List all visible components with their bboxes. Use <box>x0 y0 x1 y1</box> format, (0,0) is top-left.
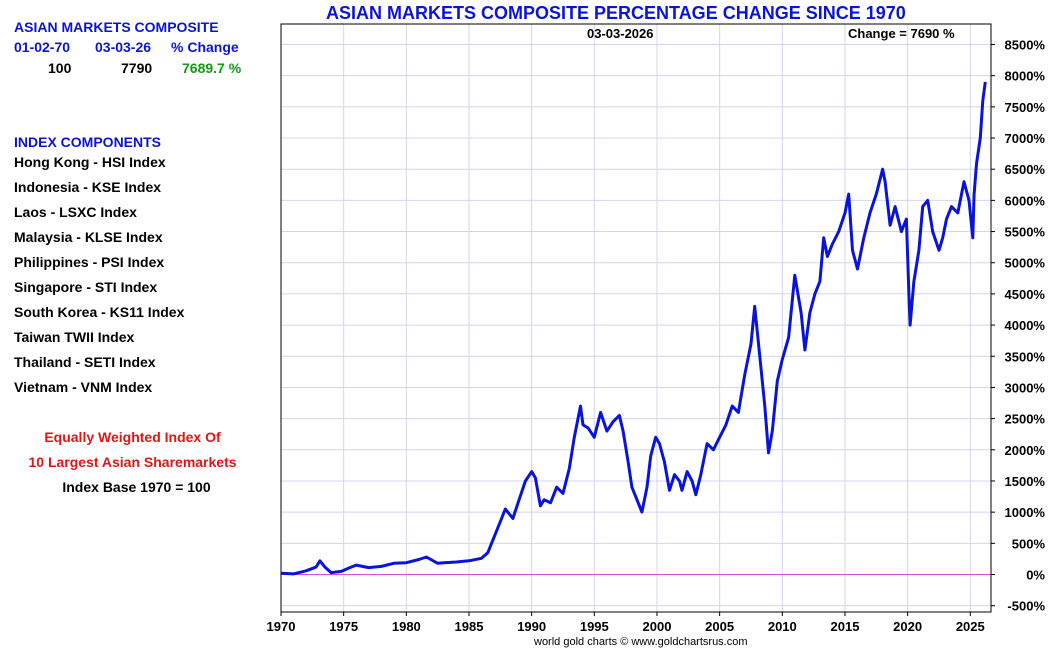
note-line-2: 10 Largest Asian Sharemarkets <box>28 454 237 470</box>
y-tick-label: 8000% <box>1005 69 1046 84</box>
x-tick-label: 1990 <box>517 619 546 634</box>
components-heading: INDEX COMPONENTS <box>14 134 162 150</box>
y-tick-label: 6000% <box>1005 193 1046 208</box>
component-item: Singapore - STI Index <box>14 279 158 295</box>
y-tick-label: 7000% <box>1005 131 1046 146</box>
plot-header-date: 03-03-2026 <box>587 26 654 41</box>
y-tick-label: 1500% <box>1005 474 1046 489</box>
y-tick-label: 4000% <box>1005 318 1046 333</box>
plot-header-change: Change = 7690 % <box>848 26 955 41</box>
component-item: Indonesia - KSE Index <box>14 179 162 195</box>
x-tick-label: 2000 <box>643 619 672 634</box>
component-item: Hong Kong - HSI Index <box>14 154 166 170</box>
summary-start-date: 01-02-70 <box>14 39 71 55</box>
plot-frame <box>280 23 992 613</box>
x-tick-label: 1975 <box>329 619 358 634</box>
component-item: Vietnam - VNM Index <box>14 379 153 395</box>
summary-end-value: 7790 <box>121 60 153 76</box>
note-line-1: Equally Weighted Index Of <box>44 429 221 445</box>
summary-change-header: % Change <box>171 39 239 55</box>
component-item: Laos - LSXC Index <box>14 204 137 220</box>
y-tick-label: 0% <box>1026 568 1045 583</box>
x-tick-label: 2015 <box>831 619 860 634</box>
chart-title: ASIAN MARKETS COMPOSITE PERCENTAGE CHANG… <box>326 3 906 23</box>
y-tick-label: 1000% <box>1005 505 1046 520</box>
y-tick-label: 5500% <box>1005 225 1046 240</box>
x-tick-label: 2025 <box>956 619 985 634</box>
x-tick-label: 1995 <box>580 619 609 634</box>
axis-ticks: 1970 1975 1980 1985 1990 1995 2000 2005 2010 2015… <box>267 38 1046 635</box>
x-tick-label: 2005 <box>705 619 734 634</box>
summary-heading: ASIAN MARKETS COMPOSITE <box>14 19 219 35</box>
y-tick-label: 2000% <box>1005 443 1046 458</box>
series-line <box>280 81 987 576</box>
y-tick-label: 2500% <box>1005 412 1046 427</box>
footer-credit: world gold charts © www.goldchartsrus.co… <box>534 636 748 648</box>
x-tick-label: 1970 <box>267 619 296 634</box>
summary-change-value: 7689.7 % <box>182 60 242 76</box>
y-tick-label: 3000% <box>1005 380 1046 395</box>
summary-start-value: 100 <box>48 60 72 76</box>
component-item: Thailand - SETI Index <box>14 354 156 370</box>
y-tick-label: -500% <box>1007 599 1045 614</box>
note-line-3: Index Base 1970 = 100 <box>62 479 211 495</box>
y-tick-label: 4500% <box>1005 287 1046 302</box>
component-item: Taiwan TWII Index <box>14 329 135 345</box>
y-tick-label: 3500% <box>1005 349 1046 364</box>
y-tick-label: 7500% <box>1005 100 1046 115</box>
component-item: Philippines - PSI Index <box>14 254 165 270</box>
component-item: Malaysia - KLSE Index <box>14 229 163 245</box>
x-tick-label: 1980 <box>392 619 421 634</box>
grid-lines <box>280 24 991 612</box>
y-tick-label: 6500% <box>1005 162 1046 177</box>
x-tick-label: 1985 <box>455 619 484 634</box>
component-item: South Korea - KS11 Index <box>14 304 185 320</box>
y-tick-label: 5000% <box>1005 256 1046 271</box>
x-tick-label: 2020 <box>893 619 922 634</box>
x-tick-label: 2010 <box>768 619 797 634</box>
summary-end-date: 03-03-26 <box>95 39 152 55</box>
y-tick-label: 500% <box>1012 536 1046 551</box>
y-tick-label: 8500% <box>1005 38 1046 53</box>
